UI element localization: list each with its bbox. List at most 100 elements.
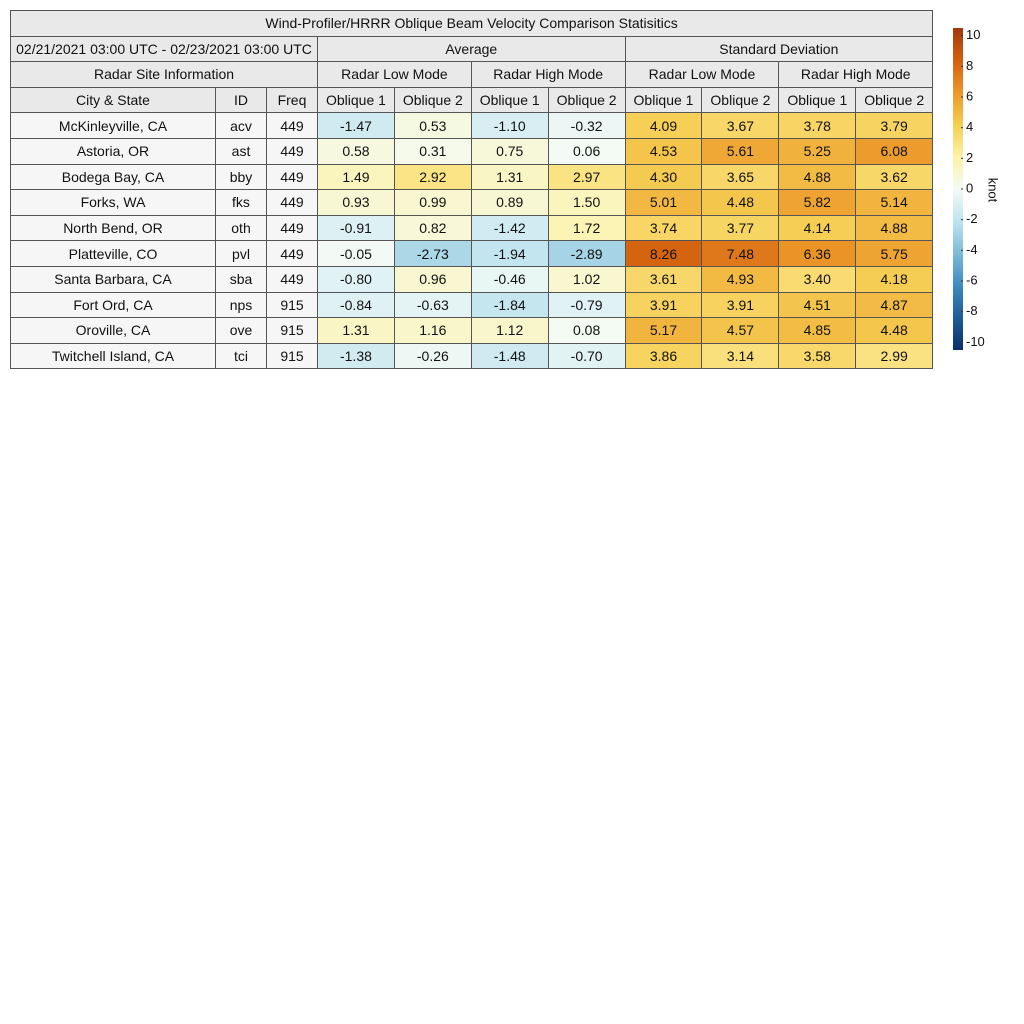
site-cell: 449 bbox=[266, 189, 318, 216]
site-cell: acv bbox=[215, 112, 267, 139]
value-cell: -0.70 bbox=[547, 342, 626, 370]
site-cell: 915 bbox=[266, 342, 318, 370]
site-cell: 449 bbox=[266, 137, 318, 165]
value-cell: 3.14 bbox=[701, 342, 780, 370]
colorbar-tick-label: 4 bbox=[966, 119, 973, 134]
value-cell: 5.01 bbox=[624, 189, 703, 216]
value-cell: 3.40 bbox=[778, 265, 857, 293]
value-cell: -0.32 bbox=[547, 112, 626, 139]
value-cell: -1.48 bbox=[470, 342, 549, 370]
site-cell: 449 bbox=[266, 214, 318, 242]
column-header: City & State bbox=[10, 86, 216, 114]
table-row: Astoria, OR ast 449 0.58 0.31 0.75 0.06 4.53 5.6… bbox=[10, 137, 934, 165]
value-cell: 4.18 bbox=[855, 265, 934, 293]
colorbar-tick-label: 10 bbox=[966, 27, 980, 42]
value-cell: 0.58 bbox=[317, 137, 395, 165]
site-cell: 449 bbox=[266, 265, 318, 293]
value-cell: 4.88 bbox=[855, 214, 934, 242]
colorbar: knot 10 8 6 4 2 0 -2 -4 -6 -8 -10 bbox=[953, 27, 1001, 350]
value-cell: 3.58 bbox=[778, 342, 857, 370]
column-header: ID bbox=[215, 86, 267, 114]
value-cell: 0.89 bbox=[470, 189, 549, 216]
value-cell: 3.78 bbox=[778, 112, 857, 139]
column-header: Oblique 2 bbox=[855, 86, 934, 114]
value-cell: -2.89 bbox=[547, 240, 626, 267]
value-cell: 4.48 bbox=[855, 317, 934, 344]
site-cell: Astoria, OR bbox=[10, 137, 216, 165]
value-cell: 3.61 bbox=[624, 265, 703, 293]
site-cell: Santa Barbara, CA bbox=[10, 265, 216, 293]
site-cell: 915 bbox=[266, 291, 318, 319]
table-row: Fort Ord, CA nps 915 -0.84 -0.63 -1.84 -0.79 3.… bbox=[10, 291, 934, 319]
value-cell: 3.62 bbox=[855, 163, 934, 191]
colorbar-tick-label: 6 bbox=[966, 88, 973, 103]
value-cell: 0.06 bbox=[547, 137, 626, 165]
table-row: Twitchell Island, CA tci 915 -1.38 -0.26 -1.4… bbox=[10, 342, 934, 370]
site-cell: oth bbox=[215, 214, 267, 242]
value-cell: 0.96 bbox=[393, 265, 472, 293]
value-cell: 4.51 bbox=[778, 291, 857, 319]
value-cell: 5.61 bbox=[701, 137, 780, 165]
value-cell: 1.50 bbox=[547, 189, 626, 216]
value-cell: -0.80 bbox=[317, 265, 395, 293]
table-row: Wind-Profiler/HRRR Oblique Beam Velocity… bbox=[9, 10, 934, 37]
value-cell: 4.93 bbox=[701, 265, 780, 293]
value-cell: 5.17 bbox=[624, 317, 703, 344]
value-cell: -1.47 bbox=[317, 112, 395, 139]
site-cell: pvl bbox=[215, 240, 267, 267]
value-cell: 4.14 bbox=[778, 214, 857, 242]
value-cell: 3.91 bbox=[701, 291, 780, 319]
value-cell: -0.05 bbox=[317, 240, 395, 267]
value-cell: 0.82 bbox=[393, 214, 472, 242]
value-cell: 3.91 bbox=[624, 291, 703, 319]
colorbar-tick-label: -8 bbox=[966, 303, 978, 318]
value-cell: 7.48 bbox=[701, 240, 780, 267]
table-row: McKinleyville, CA acv 449 -1.47 0.53 -1.10 -0.… bbox=[10, 112, 934, 139]
colorbar-label: knot bbox=[986, 178, 1001, 203]
colorbar-tick-label: 8 bbox=[966, 58, 973, 73]
value-cell: -0.91 bbox=[317, 214, 395, 242]
column-header: Oblique 2 bbox=[547, 86, 626, 114]
date-range: 02/21/2021 03:00 UTC - 02/23/2021 03:00 … bbox=[10, 35, 318, 63]
value-cell: 1.31 bbox=[317, 317, 395, 344]
value-cell: 1.49 bbox=[317, 163, 395, 191]
site-cell: McKinleyville, CA bbox=[10, 112, 216, 139]
colorbar-tick-label: 2 bbox=[966, 150, 973, 165]
value-cell: 5.25 bbox=[778, 137, 857, 165]
colorbar-tick-label: 0 bbox=[966, 180, 973, 195]
stats-table: Wind-Profiler/HRRR Oblique Beam Velocity… bbox=[9, 10, 934, 370]
value-cell: -1.42 bbox=[470, 214, 549, 242]
stat-group: Average bbox=[317, 35, 626, 63]
value-cell: 4.53 bbox=[624, 137, 703, 165]
column-header: Oblique 1 bbox=[470, 86, 549, 114]
table-title: Wind-Profiler/HRRR Oblique Beam Velocity… bbox=[9, 10, 934, 37]
value-cell: -1.94 bbox=[470, 240, 549, 267]
value-cell: -0.79 bbox=[547, 291, 626, 319]
value-cell: 4.48 bbox=[701, 189, 780, 216]
value-cell: -1.84 bbox=[470, 291, 549, 319]
column-header: Oblique 1 bbox=[317, 86, 395, 114]
table-row: City & State ID Freq Oblique 1 Oblique 2 Obli… bbox=[10, 86, 934, 114]
value-cell: 1.02 bbox=[547, 265, 626, 293]
table-row: Oroville, CA ove 915 1.31 1.16 1.12 0.08 5.17 4.… bbox=[10, 317, 934, 344]
mode-header: Radar Low Mode bbox=[624, 61, 780, 88]
value-cell: 6.36 bbox=[778, 240, 857, 267]
value-cell: 1.72 bbox=[547, 214, 626, 242]
value-cell: 8.26 bbox=[624, 240, 703, 267]
value-cell: 5.14 bbox=[855, 189, 934, 216]
value-cell: -0.46 bbox=[470, 265, 549, 293]
value-cell: 0.75 bbox=[470, 137, 549, 165]
site-cell: Fort Ord, CA bbox=[10, 291, 216, 319]
value-cell: 2.97 bbox=[547, 163, 626, 191]
site-cell: fks bbox=[215, 189, 267, 216]
site-cell: bby bbox=[215, 163, 267, 191]
colorbar-gradient bbox=[953, 28, 963, 350]
site-cell: tci bbox=[215, 342, 267, 370]
stat-group: Standard Deviation bbox=[624, 35, 934, 63]
table-row: Platteville, CO pvl 449 -0.05 -2.73 -1.94 -2.8… bbox=[10, 240, 934, 267]
value-cell: 5.82 bbox=[778, 189, 857, 216]
site-cell: Platteville, CO bbox=[10, 240, 216, 267]
value-cell: -0.26 bbox=[393, 342, 472, 370]
site-cell: nps bbox=[215, 291, 267, 319]
value-cell: 6.08 bbox=[855, 137, 934, 165]
